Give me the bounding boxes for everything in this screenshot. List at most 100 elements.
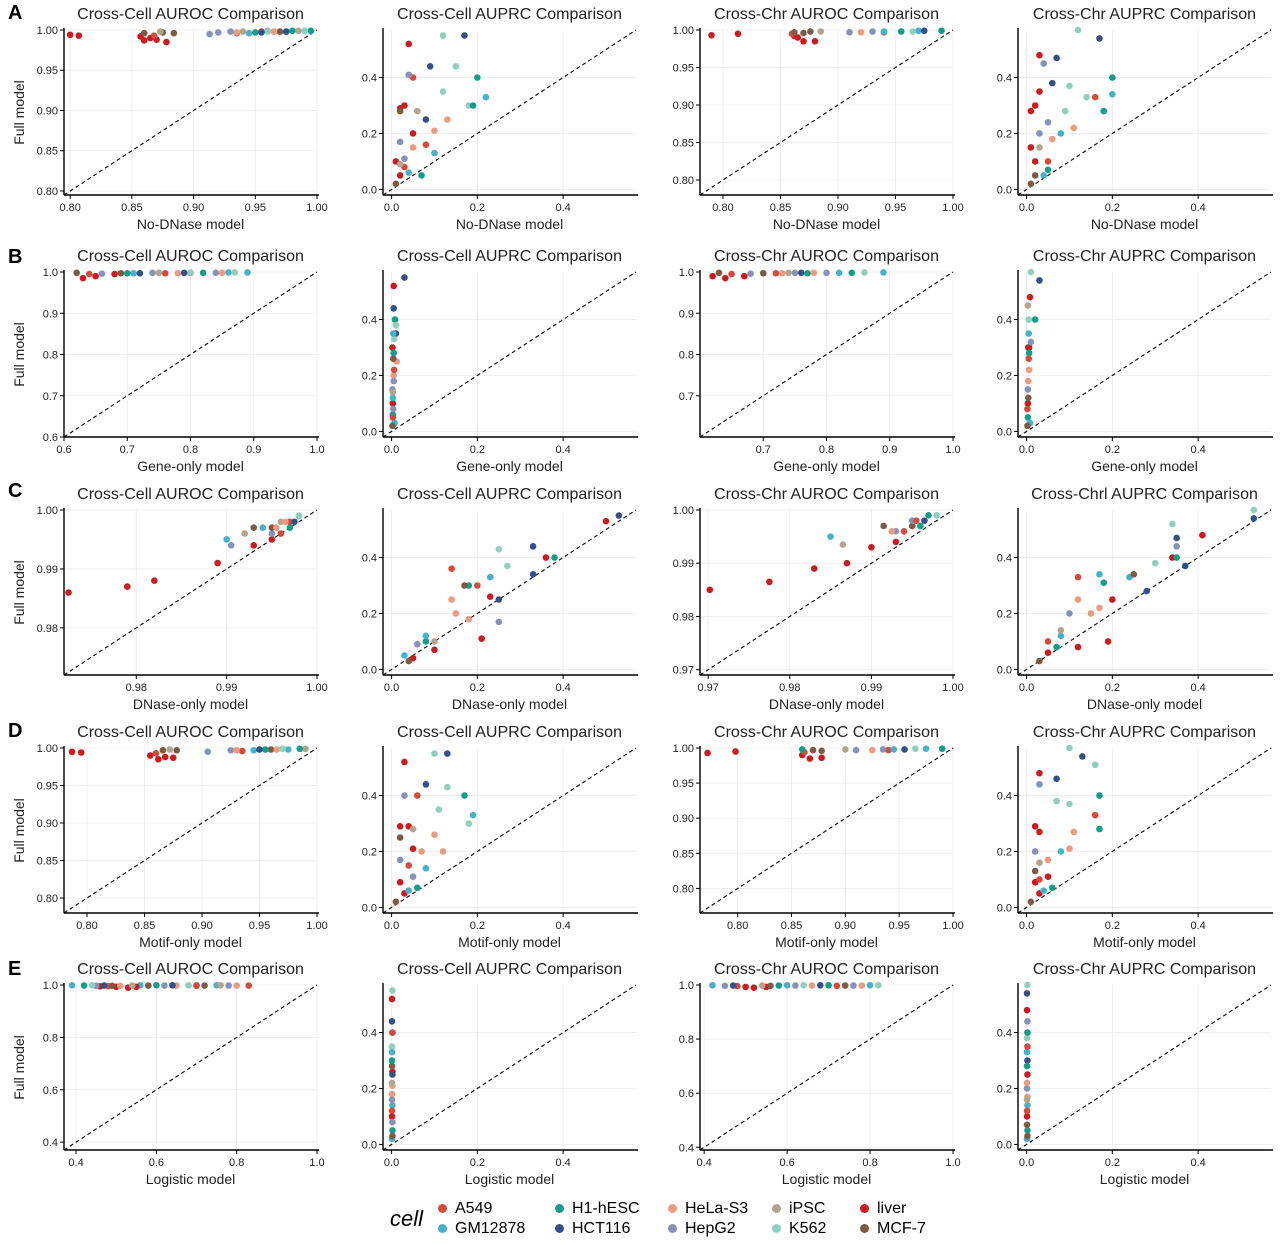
panel-14-point-hepg2 — [409, 873, 417, 880]
panel-4-y-tick-label: 0.0 — [997, 184, 1012, 196]
panel-12-point-mcf-7 — [1036, 657, 1043, 665]
legend-item-gm12878: GM12878 — [438, 1220, 525, 1238]
legend-swatch — [555, 1204, 564, 1214]
panel-20-point-hepg2 — [1023, 1085, 1031, 1092]
panel-6-title: Cross-Cell AUPRC Comparison — [397, 248, 622, 265]
legend-swatch — [438, 1224, 447, 1234]
panel-17-point-a549 — [245, 982, 253, 989]
panel-13-point-gm12878 — [284, 746, 292, 753]
panel-16-x-tick-label: 0.2 — [1105, 920, 1120, 932]
panel-12-y-tick-label: 0.2 — [997, 608, 1012, 620]
panel-1-y-tick-label: 0.80 — [37, 186, 58, 198]
panel-2-title: Cross-Cell AUPRC Comparison — [397, 6, 622, 23]
panel-9-x-tick-label: 1.00 — [306, 682, 327, 694]
panel-20-x-tick-label: 0.0 — [1019, 1157, 1034, 1169]
panel-13-point-h1-hesc — [261, 746, 269, 753]
legend-item-hepg2: HepG2 — [668, 1220, 736, 1238]
panel-6-point-hct116 — [401, 274, 408, 281]
legend-swatch — [772, 1224, 781, 1234]
panel-9-point-hepg2 — [268, 530, 276, 537]
panel-14-point-mcf-7 — [396, 834, 404, 841]
panel-4-title: Cross-Chr AUPRC Comparison — [1033, 6, 1256, 23]
legend-label: MCF-7 — [877, 1220, 926, 1237]
panel-14-point-a549 — [414, 792, 421, 799]
panel-15-x-tick-label: 0.90 — [835, 920, 856, 932]
panel-19-point-hepg2 — [850, 982, 857, 989]
panel-17-x-tick-label: 0.4 — [68, 1157, 83, 1169]
panel-2-point-ipsc — [396, 160, 404, 168]
panel-19-point-hela-s3 — [808, 982, 816, 989]
panel-11-point-liver — [706, 586, 714, 594]
panel-9-point-gm12878 — [223, 536, 230, 543]
legend: cell A549 GM12878 H1-hESC HCT116 HeLa-S3… — [390, 1198, 950, 1242]
panel-7-point-mcf-7 — [759, 269, 767, 277]
panel-7-point-liver — [722, 274, 729, 282]
panel-16-point-hela-s3 — [1066, 845, 1073, 852]
panel-2-point-liver — [401, 102, 408, 109]
panel-5-point-hepg2 — [149, 269, 156, 277]
panel-9-point-k562 — [295, 512, 303, 520]
panel-11-point-ipsc — [839, 541, 847, 548]
panel-10-point-mcf-7 — [461, 582, 468, 589]
panel-2-point-gm12878 — [482, 93, 490, 101]
panel-10-point-liver — [542, 554, 550, 561]
panel-4-point-liver — [1031, 158, 1039, 165]
panel-12-point-mcf-7 — [1130, 571, 1138, 578]
panel-14-point-liver — [396, 878, 404, 886]
panel-3-point-h1-hesc — [897, 28, 905, 35]
panel-19-point-h1-hesc — [775, 982, 783, 989]
panel-6-point-hela-s3 — [390, 372, 398, 379]
panel-13-x-tick-label: 0.95 — [249, 920, 270, 932]
panel-13-point-gm12878 — [250, 746, 258, 754]
panel-2-point-liver — [405, 40, 413, 48]
panel-4-point-k562 — [1083, 93, 1090, 101]
panel-15-point-gm12878 — [890, 746, 898, 753]
panel-1-point-liver — [75, 32, 83, 39]
panel-5-y-tick-label: 0.7 — [43, 391, 58, 403]
panel-1-point-h1-hesc — [307, 27, 315, 35]
panel-19-point-hela-s3 — [858, 982, 866, 989]
panel-4-point-a549 — [1091, 93, 1099, 101]
panel-16-point-h1-hesc — [1049, 884, 1056, 892]
panel-17-point-gm12878 — [68, 981, 76, 989]
panel-3-y-tick-label: 1.00 — [673, 25, 694, 37]
panel-1-point-liver — [163, 38, 170, 46]
panel-12-x-tick-label: 0.4 — [1190, 682, 1205, 694]
panel-13-point-h1-hesc — [296, 745, 304, 753]
panel-7-point-hela-s3 — [778, 269, 786, 277]
panel-1-point-hela-s3 — [233, 29, 241, 36]
legend-label: HepG2 — [685, 1220, 736, 1237]
panel-3-point-liver — [708, 31, 715, 39]
panel-13-y-tick-label: 0.95 — [37, 781, 58, 793]
legend-swatch — [438, 1204, 447, 1214]
panel-13-point-liver — [77, 749, 85, 756]
panel-16-point-hepg2 — [1036, 781, 1043, 788]
panel-8-point-a549 — [1025, 355, 1033, 362]
panel-3-x-tick-label: 0.80 — [712, 202, 733, 214]
panel-5-point-liver — [111, 270, 118, 278]
panel-12-point-k562 — [1169, 520, 1176, 528]
panel-10-x-tick-label: 0.4 — [555, 682, 570, 694]
panel-16-point-mcf-7 — [1027, 898, 1035, 906]
panel-11-point-gm12878 — [827, 533, 834, 540]
panel-1-y-tick-label: 1.00 — [37, 25, 58, 37]
panel-9-x-tick-label: 0.99 — [216, 682, 237, 694]
panel-14-y-tick-label: 0.0 — [362, 902, 377, 914]
panel-13-point-mcf-7 — [267, 746, 275, 753]
panel-9-point-liver — [268, 536, 276, 543]
panel-6-x-tick-label: 0.4 — [555, 444, 570, 456]
panel-15-point-hct116 — [901, 746, 908, 753]
panel-10-point-hct116 — [495, 596, 503, 603]
panel-20-y-tick-label: 0.2 — [997, 1083, 1012, 1095]
panel-3-x-tick-label: 0.90 — [827, 202, 848, 214]
legend-label: H1-hESC — [572, 1200, 640, 1217]
panel-17-y-tick-label: 0.8 — [43, 1032, 58, 1044]
panel-9-point-liver — [65, 589, 72, 596]
panel-17-point-hepg2 — [161, 982, 168, 989]
panel-9-point-liver — [214, 559, 221, 567]
panel-6-point-hct116 — [390, 305, 398, 312]
panel-4-point-h1-hesc — [1100, 107, 1108, 115]
panel-2-y-tick-label: 0.0 — [362, 184, 377, 196]
panel-4-point-liver — [1027, 107, 1035, 115]
panel-12-point-liver — [1044, 649, 1052, 656]
